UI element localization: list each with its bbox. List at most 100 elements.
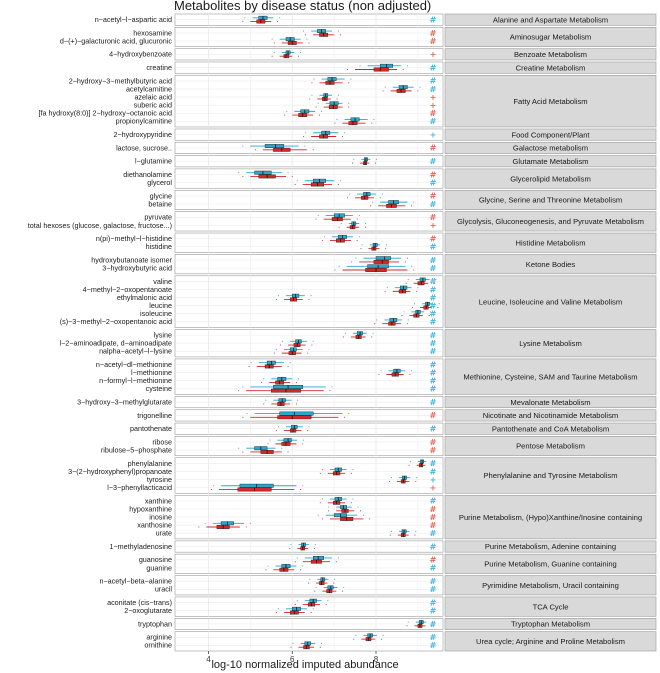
outlier-point bbox=[304, 145, 306, 147]
metabolite-label: n(pi)−methyl−l−histidine bbox=[96, 234, 172, 243]
metabolite-label: valine bbox=[153, 277, 172, 286]
metabolite-label: total hexoses (glucose, galactose, fruct… bbox=[28, 221, 172, 230]
metabolite-row: n−formyl−l−methionine # bbox=[99, 376, 443, 386]
category-strip bbox=[444, 155, 657, 168]
outlier-point bbox=[295, 403, 297, 405]
group-plot-panel bbox=[174, 27, 444, 47]
significance-marker: # bbox=[430, 277, 437, 286]
significance-marker: # bbox=[430, 178, 437, 187]
significance-marker: # bbox=[430, 360, 437, 369]
category-strip bbox=[444, 61, 657, 74]
outlier-point bbox=[254, 149, 256, 151]
outlier-point bbox=[348, 412, 350, 415]
outlier-point bbox=[291, 175, 293, 177]
outlier-point bbox=[338, 226, 340, 228]
outlier-point bbox=[353, 158, 355, 160]
outlier-point bbox=[376, 319, 378, 321]
significance-marker: # bbox=[430, 347, 437, 356]
category-label: Ketone Bodies bbox=[526, 260, 576, 269]
outlier-point bbox=[289, 547, 291, 549]
outlier-point bbox=[273, 42, 275, 44]
significance-marker: # bbox=[430, 633, 437, 642]
outlier-point bbox=[340, 222, 342, 225]
outlier-point bbox=[294, 603, 296, 606]
outlier-point bbox=[371, 122, 373, 124]
outlier-point bbox=[327, 600, 329, 602]
outlier-point bbox=[309, 98, 311, 100]
outlier-point bbox=[335, 561, 337, 563]
outlier-point bbox=[317, 514, 319, 516]
metabolite-label: l−3−phenyllacticacid bbox=[107, 483, 172, 492]
outlier-point bbox=[431, 464, 433, 466]
outlier-point bbox=[323, 236, 326, 238]
outlier-point bbox=[346, 197, 349, 199]
metabolite-label: 4−methyl−2−oxopentanoate bbox=[83, 285, 172, 294]
category-strip bbox=[444, 631, 657, 652]
group-plot-panel bbox=[174, 575, 444, 596]
group-plot-panel bbox=[174, 436, 444, 457]
category-strip bbox=[444, 540, 657, 553]
outlier-point bbox=[287, 451, 289, 453]
metabolite-row: leucine # bbox=[149, 301, 443, 310]
box-red bbox=[373, 67, 389, 72]
category-label: Fatty Acid Metabolism bbox=[513, 97, 587, 106]
outlier-point bbox=[313, 78, 315, 80]
outlier-point bbox=[325, 603, 327, 606]
metabolite-label: hypoxanthine bbox=[129, 504, 172, 513]
metabolite-row: 4−hydroxybenzoate + bbox=[109, 50, 443, 59]
outlier-point bbox=[407, 319, 409, 321]
metabolite-label: n−acetyl−dl−methionine bbox=[96, 360, 172, 369]
outlier-point bbox=[246, 412, 248, 415]
outlier-point bbox=[341, 590, 344, 592]
outlier-point bbox=[348, 106, 350, 108]
metabolite-row: guanine # bbox=[146, 563, 443, 573]
outlier-point bbox=[352, 162, 354, 164]
outlier-point bbox=[321, 469, 323, 471]
significance-marker: # bbox=[430, 213, 437, 222]
metabolite-row: l−3−phenyllacticacid + bbox=[107, 483, 443, 492]
outlier-point bbox=[415, 530, 417, 532]
group-plot-panel bbox=[174, 74, 444, 128]
significance-marker: # bbox=[430, 385, 437, 394]
outlier-point bbox=[437, 306, 439, 309]
category-strip bbox=[444, 275, 657, 328]
outlier-point bbox=[357, 506, 359, 508]
outlier-point bbox=[328, 506, 330, 508]
outlier-point bbox=[386, 287, 388, 289]
outlier-point bbox=[409, 373, 411, 376]
metabolite-group: Purine Metabolism, Adenine containing 1−m… bbox=[109, 540, 657, 553]
outlier-point bbox=[370, 205, 372, 207]
outlier-point bbox=[302, 485, 304, 487]
outlier-point bbox=[344, 132, 346, 134]
metabolite-row: 4−methyl−2−oxopentanoate # bbox=[83, 285, 443, 294]
outlier-point bbox=[417, 90, 419, 92]
group-plot-panel bbox=[174, 232, 444, 253]
metabolite-row: l−methionine # bbox=[131, 368, 443, 377]
outlier-point bbox=[306, 38, 308, 40]
metabolite-row: glycine # bbox=[150, 191, 443, 201]
category-label: Nicotinate and Nicotinamide Metabolism bbox=[483, 411, 619, 420]
outlier-point bbox=[265, 399, 267, 401]
outlier-point bbox=[333, 578, 336, 580]
significance-marker: + bbox=[430, 101, 437, 110]
category-strip bbox=[444, 396, 657, 409]
metabolite-row: ornithine # bbox=[144, 641, 443, 650]
metabolite-label: 2−oxoglutarate bbox=[124, 606, 172, 615]
outlier-point bbox=[275, 611, 277, 614]
category-strip bbox=[444, 358, 657, 395]
metabolite-label: trigonelline bbox=[137, 411, 172, 420]
metabolite-row: inosine # bbox=[149, 512, 443, 522]
outlier-point bbox=[321, 498, 323, 500]
outlier-point bbox=[314, 544, 316, 546]
metabolite-label: glycine bbox=[150, 191, 172, 200]
outlier-point bbox=[337, 94, 339, 96]
category-strip bbox=[444, 457, 657, 494]
metabolite-label: glycerol bbox=[147, 178, 172, 187]
metabolite-row: 3−hydroxybutyric acid # bbox=[102, 264, 443, 273]
outlier-point bbox=[380, 638, 382, 640]
category-strip bbox=[444, 27, 657, 47]
outlier-point bbox=[321, 518, 323, 520]
significance-marker: # bbox=[430, 37, 437, 46]
outlier-point bbox=[319, 472, 321, 474]
metabolite-label: (s)−3−methyl−2−oxopentanoic acid bbox=[60, 317, 172, 326]
